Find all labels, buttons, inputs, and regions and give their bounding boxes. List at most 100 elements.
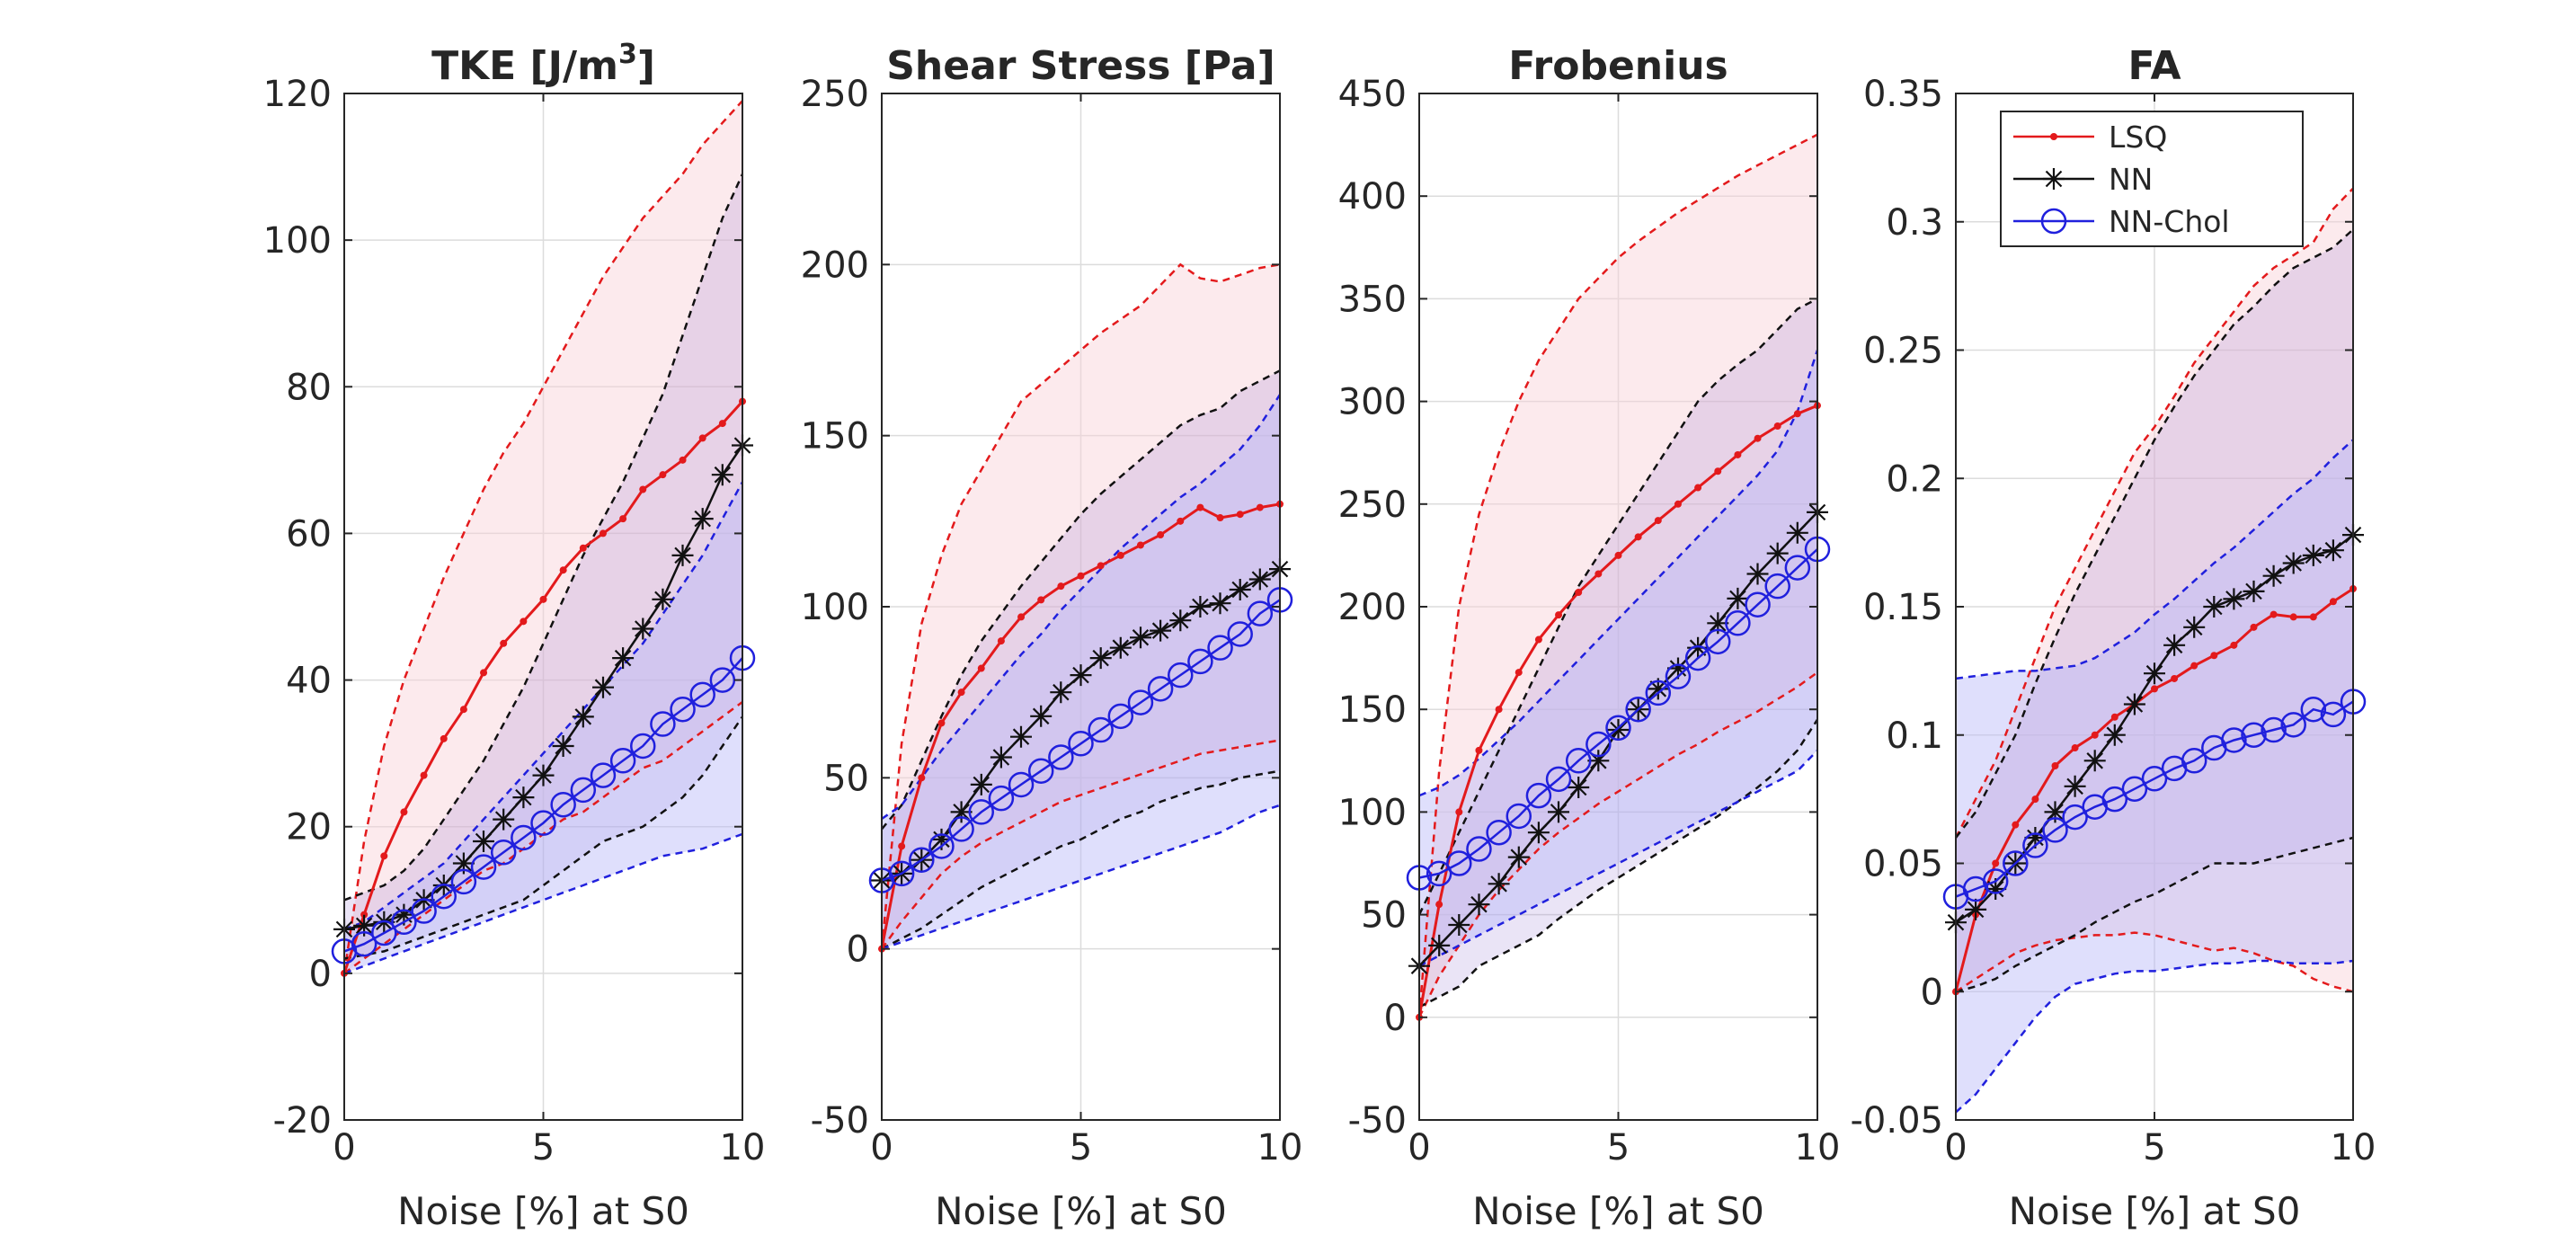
nn-chol-point	[2121, 776, 2148, 802]
nn-chol-point	[1764, 573, 1790, 600]
y-tick-label: 100	[263, 220, 332, 262]
x-tick-label: 10	[1257, 1127, 1303, 1168]
lsq-point	[1714, 467, 1722, 475]
lsq-point	[2071, 744, 2079, 752]
x-tick-label: 0	[1408, 1127, 1430, 1168]
y-tick-label: 0	[847, 929, 869, 971]
nn-chol-point	[909, 847, 935, 873]
nn-chol-point	[1227, 621, 1253, 647]
band-nn	[1419, 298, 1817, 1008]
chart-title-main: FA	[2127, 43, 2181, 89]
nn-point	[493, 808, 515, 831]
nn-chol-point	[411, 898, 437, 924]
chol-upper-bound	[1955, 439, 2354, 680]
nn-point	[473, 831, 494, 852]
x-tick-label: 0	[870, 1127, 893, 1168]
x-axis-label: Noise [%] at S0	[397, 1189, 689, 1233]
band-nn	[1956, 229, 2353, 992]
nn-chol-point	[1486, 819, 1512, 846]
lsq-point	[1515, 669, 1523, 677]
legend-marker-dot-icon	[2050, 133, 2057, 140]
nn-chol-point	[1426, 860, 1452, 887]
y-tick-label: -20	[273, 1100, 332, 1142]
lsq-point	[1555, 611, 1563, 619]
lsq-point	[957, 689, 965, 697]
chol-lower-bound	[1955, 959, 2354, 1114]
nn-point	[1488, 873, 1510, 895]
lsq-point	[1594, 570, 1603, 578]
lsq-point	[380, 852, 388, 860]
nn-chol-point	[988, 785, 1015, 812]
lsq-point	[1196, 503, 1204, 511]
nn-point	[1428, 934, 1451, 956]
y-tick-label: 150	[1338, 689, 1407, 731]
nn-upper-bound	[1955, 228, 2354, 839]
band-lsq	[344, 101, 742, 973]
nn-chol-point	[689, 681, 715, 708]
nn-chol-point	[470, 854, 497, 880]
nn-chol-point	[1048, 744, 1074, 770]
nn-point	[1209, 592, 1231, 615]
x-axis-label: Noise [%] at S0	[1472, 1189, 1764, 1233]
y-tick-label: 0.15	[1863, 587, 1943, 628]
lsq-point	[718, 420, 726, 428]
nn-point	[2322, 539, 2344, 562]
lsq-point	[1177, 517, 1185, 525]
nn-chol-point	[1586, 731, 1612, 758]
lsq-point	[1136, 541, 1144, 549]
lsq-point	[599, 529, 607, 538]
nn-point	[353, 914, 376, 937]
y-tick-label: 200	[1338, 587, 1407, 628]
nn-point	[2044, 801, 2066, 823]
nn-chol-point	[1684, 644, 1711, 671]
chart-title: Frobenius	[1508, 43, 1728, 89]
nn-chol-point	[1247, 600, 1274, 626]
y-tick-label: 100	[801, 587, 869, 628]
y-tick-label: 350	[1338, 279, 1407, 320]
lsq-upper-bound	[342, 100, 743, 974]
y-tick-label: 20	[286, 807, 332, 849]
chol-upper-bound	[881, 394, 1282, 821]
nn-point	[512, 786, 535, 809]
nn-point	[2103, 724, 2126, 746]
lsq-point	[539, 595, 547, 603]
band-nn	[344, 173, 742, 959]
nn-point	[970, 773, 992, 795]
y-tick-label: 40	[286, 661, 332, 702]
x-tick-label: 0	[1944, 1127, 1967, 1168]
nn-point	[1786, 521, 1808, 544]
nn-chol-point	[1207, 635, 1233, 661]
y-tick-label: 250	[801, 74, 869, 115]
nn-chol-point	[570, 777, 597, 804]
nn-chol-point	[2261, 716, 2287, 743]
chol-upper-bound	[1418, 350, 1819, 797]
nn-point	[1130, 626, 1151, 649]
chart-title: FA	[2127, 43, 2181, 89]
y-tick-label: 0.3	[1886, 202, 1943, 244]
chol-upper-bound	[343, 481, 744, 931]
lsq-point	[2329, 598, 2337, 606]
nn-lower-bound	[1418, 718, 1819, 1009]
legend-label-lsq: LSQ	[2109, 120, 2167, 155]
nn-point	[612, 647, 635, 670]
y-tick-label: -50	[811, 1100, 869, 1142]
y-tick-label: 400	[1338, 176, 1407, 218]
lsq-point	[1793, 410, 1801, 418]
lsq-point	[898, 842, 906, 850]
lsq-point	[679, 456, 687, 464]
nn-chol-point	[928, 833, 955, 859]
x-tick-label: 10	[2331, 1127, 2376, 1168]
nn-point	[1150, 619, 1172, 642]
lsq-point	[1992, 859, 2000, 867]
y-tick-label: 0	[1384, 998, 1407, 1039]
nn-point	[1965, 898, 1987, 920]
nn-point	[532, 764, 555, 786]
nn-point	[1010, 725, 1032, 748]
lsq-point	[997, 637, 1005, 645]
lsq-lower-bound	[1417, 671, 1818, 1018]
nn-chol-point	[888, 860, 915, 887]
nn-chol-point	[1665, 663, 1692, 689]
nn-chol-point	[1187, 648, 1213, 675]
lsq-point	[500, 639, 508, 647]
nn-point	[691, 508, 714, 530]
